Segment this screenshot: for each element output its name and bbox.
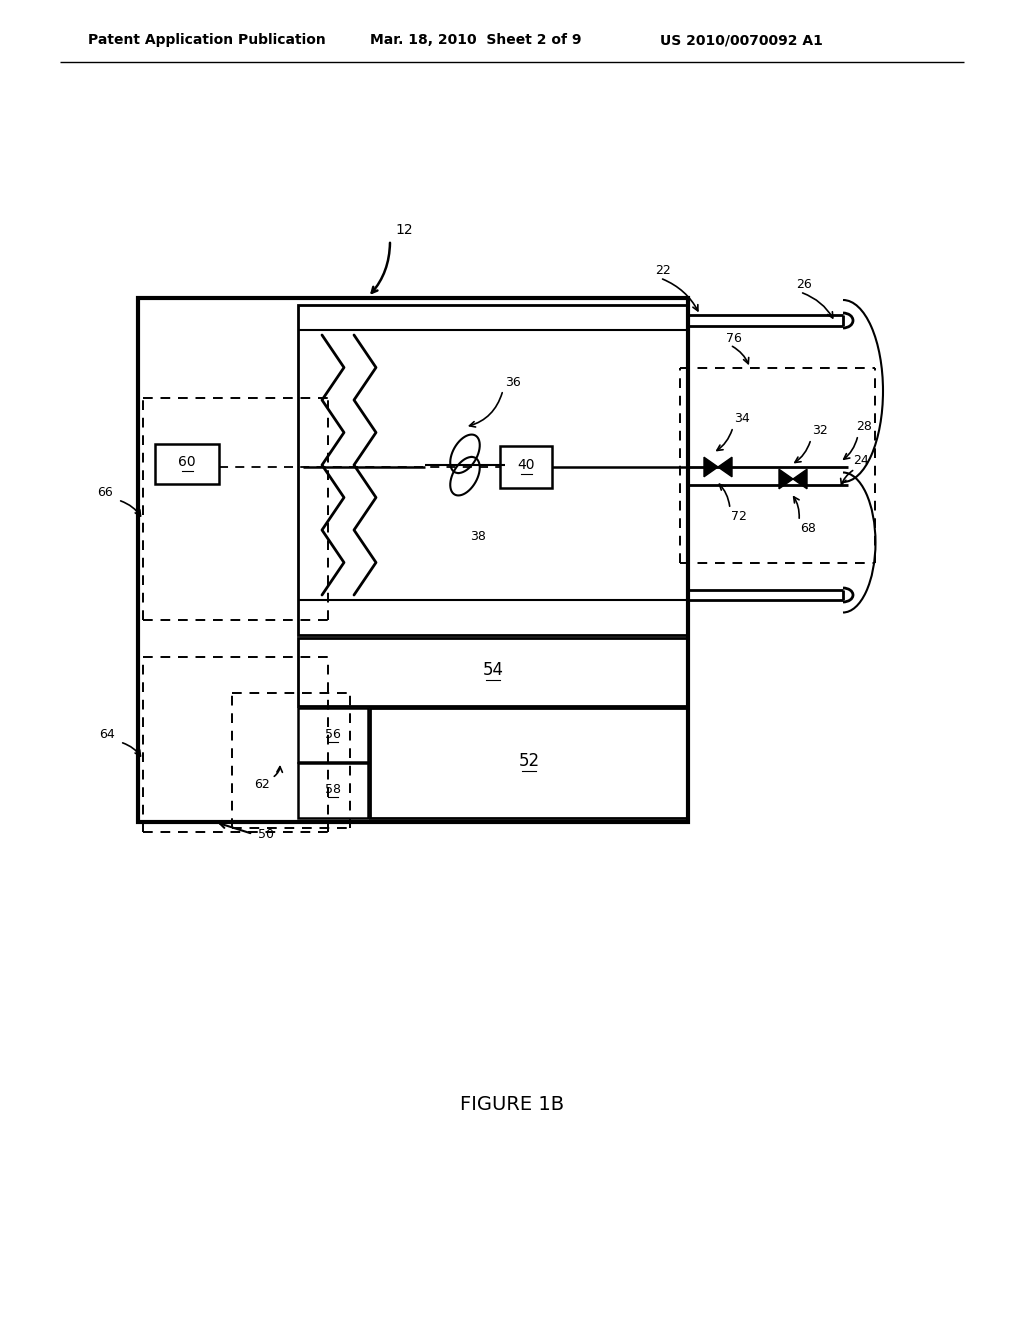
Bar <box>298 708 368 762</box>
Text: 76: 76 <box>726 331 741 345</box>
Text: 26: 26 <box>796 277 812 290</box>
Text: FIGURE 1B: FIGURE 1B <box>460 1096 564 1114</box>
Text: 40: 40 <box>517 458 535 473</box>
Text: 28: 28 <box>856 421 871 433</box>
Bar <box>138 298 688 822</box>
Text: 62: 62 <box>254 779 270 792</box>
Text: 38: 38 <box>470 531 485 544</box>
Bar <box>370 708 688 818</box>
Text: 64: 64 <box>99 729 115 742</box>
Bar <box>155 444 219 484</box>
Text: 36: 36 <box>505 376 521 389</box>
Text: 22: 22 <box>655 264 671 276</box>
Text: 12: 12 <box>395 223 413 238</box>
Text: 66: 66 <box>97 486 113 499</box>
Polygon shape <box>705 457 718 477</box>
Text: 72: 72 <box>731 511 746 524</box>
Text: Patent Application Publication: Patent Application Publication <box>88 33 326 48</box>
Text: 54: 54 <box>482 661 504 678</box>
Text: Mar. 18, 2010  Sheet 2 of 9: Mar. 18, 2010 Sheet 2 of 9 <box>370 33 582 48</box>
Text: 24: 24 <box>853 454 868 467</box>
Text: 56: 56 <box>325 727 341 741</box>
Polygon shape <box>793 469 807 488</box>
Text: 32: 32 <box>812 425 827 437</box>
Polygon shape <box>779 469 793 488</box>
Polygon shape <box>718 457 732 477</box>
Text: 60: 60 <box>178 455 196 469</box>
Text: 52: 52 <box>518 752 540 770</box>
Bar <box>298 638 688 706</box>
Text: 68: 68 <box>800 523 816 536</box>
Text: 50: 50 <box>258 829 274 842</box>
Text: 34: 34 <box>734 412 750 425</box>
Text: US 2010/0070092 A1: US 2010/0070092 A1 <box>660 33 823 48</box>
Text: 58: 58 <box>325 783 341 796</box>
Bar <box>298 763 368 818</box>
Bar <box>298 305 688 635</box>
Bar <box>500 446 552 488</box>
